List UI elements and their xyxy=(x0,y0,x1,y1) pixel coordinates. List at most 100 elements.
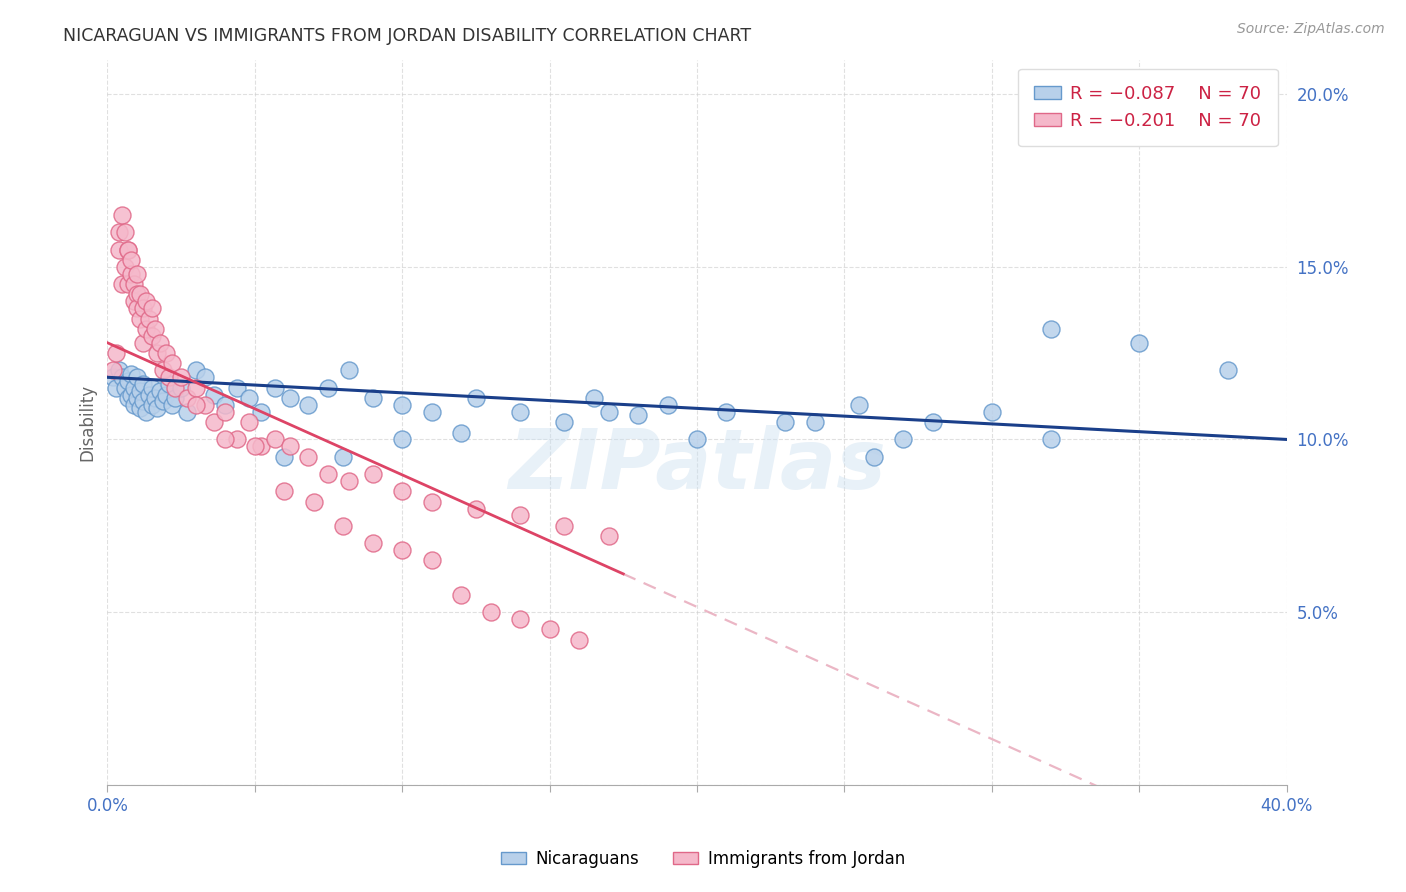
Point xyxy=(135,294,157,309)
Point xyxy=(170,370,193,384)
Point xyxy=(108,363,131,377)
Point xyxy=(152,363,174,377)
Y-axis label: Disability: Disability xyxy=(79,384,96,461)
Point xyxy=(132,377,155,392)
Point xyxy=(337,363,360,377)
Point xyxy=(103,370,125,384)
Point xyxy=(243,439,266,453)
Point xyxy=(420,494,443,508)
Point xyxy=(302,494,325,508)
Point xyxy=(128,311,150,326)
Point xyxy=(568,632,591,647)
Point xyxy=(249,405,271,419)
Point xyxy=(157,377,180,392)
Point xyxy=(921,415,943,429)
Point xyxy=(538,623,561,637)
Point xyxy=(214,405,236,419)
Point xyxy=(120,267,142,281)
Text: Source: ZipAtlas.com: Source: ZipAtlas.com xyxy=(1237,22,1385,37)
Point xyxy=(103,363,125,377)
Point xyxy=(157,370,180,384)
Point xyxy=(464,501,486,516)
Legend: R = −0.087    N = 70, R = −0.201    N = 70: R = −0.087 N = 70, R = −0.201 N = 70 xyxy=(1018,69,1278,146)
Point xyxy=(132,301,155,316)
Point xyxy=(162,398,184,412)
Point xyxy=(165,381,187,395)
Point xyxy=(143,391,166,405)
Point xyxy=(125,391,148,405)
Point xyxy=(553,518,575,533)
Point xyxy=(141,398,163,412)
Point xyxy=(128,401,150,416)
Point xyxy=(657,398,679,412)
Point xyxy=(117,243,139,257)
Point xyxy=(135,405,157,419)
Point xyxy=(297,450,319,464)
Point xyxy=(420,553,443,567)
Point xyxy=(273,450,295,464)
Point xyxy=(509,508,531,523)
Point xyxy=(125,267,148,281)
Point xyxy=(318,467,340,481)
Point xyxy=(450,588,472,602)
Point xyxy=(111,277,134,291)
Point xyxy=(114,381,136,395)
Point xyxy=(184,363,207,377)
Point xyxy=(138,311,160,326)
Point xyxy=(361,467,384,481)
Text: NICARAGUAN VS IMMIGRANTS FROM JORDAN DISABILITY CORRELATION CHART: NICARAGUAN VS IMMIGRANTS FROM JORDAN DIS… xyxy=(63,27,751,45)
Point xyxy=(152,394,174,409)
Point xyxy=(297,398,319,412)
Point xyxy=(863,450,886,464)
Point xyxy=(105,346,128,360)
Point xyxy=(450,425,472,440)
Point xyxy=(361,536,384,550)
Point xyxy=(176,405,198,419)
Point xyxy=(108,225,131,239)
Point xyxy=(143,322,166,336)
Point xyxy=(122,398,145,412)
Point xyxy=(170,381,193,395)
Point xyxy=(128,287,150,301)
Point xyxy=(155,387,177,401)
Point xyxy=(214,398,236,412)
Point xyxy=(120,367,142,381)
Point xyxy=(582,391,605,405)
Point xyxy=(273,484,295,499)
Point xyxy=(117,374,139,388)
Point xyxy=(420,405,443,419)
Point xyxy=(141,329,163,343)
Point xyxy=(122,381,145,395)
Point xyxy=(249,439,271,453)
Point xyxy=(553,415,575,429)
Point xyxy=(226,433,249,447)
Point xyxy=(848,398,870,412)
Point xyxy=(1128,335,1150,350)
Point xyxy=(686,433,709,447)
Point xyxy=(138,387,160,401)
Point xyxy=(141,381,163,395)
Point xyxy=(176,391,198,405)
Point xyxy=(391,433,413,447)
Point xyxy=(194,398,217,412)
Point xyxy=(391,543,413,558)
Point xyxy=(278,439,301,453)
Point xyxy=(117,277,139,291)
Point xyxy=(120,387,142,401)
Point xyxy=(391,398,413,412)
Point xyxy=(122,277,145,291)
Point xyxy=(114,260,136,274)
Point xyxy=(509,612,531,626)
Point xyxy=(146,401,169,416)
Point xyxy=(184,398,207,412)
Point xyxy=(184,381,207,395)
Point xyxy=(391,484,413,499)
Point xyxy=(155,346,177,360)
Point xyxy=(1039,433,1062,447)
Point xyxy=(132,394,155,409)
Point xyxy=(479,605,502,619)
Point xyxy=(117,243,139,257)
Point xyxy=(775,415,797,429)
Point xyxy=(132,335,155,350)
Point xyxy=(149,335,172,350)
